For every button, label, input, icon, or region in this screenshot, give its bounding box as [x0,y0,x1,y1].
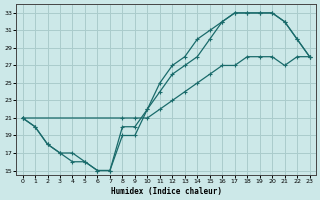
X-axis label: Humidex (Indice chaleur): Humidex (Indice chaleur) [111,187,221,196]
